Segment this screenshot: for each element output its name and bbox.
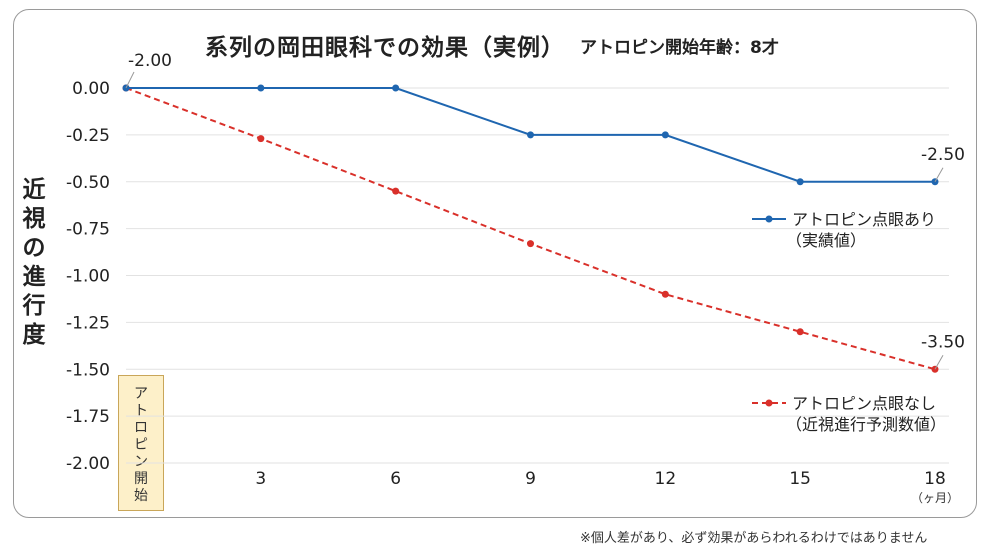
x-tick-label: 9	[525, 469, 536, 489]
chart-subtitle: アトロピン開始年齢：8才	[580, 38, 779, 58]
y-tick-label: -1.25	[66, 313, 110, 333]
y-tick-label: -0.25	[66, 126, 110, 146]
data-point	[392, 84, 400, 92]
y-tick-label: -0.50	[66, 173, 110, 193]
legend-label: （近視進行予測数値）	[786, 415, 946, 434]
y-tick-label: -1.75	[66, 407, 110, 427]
data-point	[257, 135, 265, 143]
data-point	[392, 187, 400, 195]
legend-label: アトロピン点眼あり	[792, 210, 936, 229]
y-tick-label: -2.00	[66, 454, 110, 474]
annotation-leader	[934, 167, 944, 182]
x-tick-label: 6	[390, 469, 401, 489]
legend-marker	[765, 399, 773, 407]
data-point	[527, 240, 534, 248]
data-point	[257, 84, 265, 92]
y-tick-label: -0.75	[66, 220, 110, 240]
x-tick-label: 12	[655, 469, 677, 489]
chart-frame	[13, 9, 977, 518]
y-tick-label: -1.00	[66, 267, 110, 287]
legend-marker	[765, 215, 773, 223]
x-unit-label: （ヶ月）	[911, 491, 959, 505]
x-tick-label: 15	[789, 469, 811, 489]
annotation-leader	[125, 71, 135, 89]
annotation-leader	[934, 355, 944, 370]
data-point	[796, 178, 804, 186]
chart-title: 系列の岡田眼科での効果（実例）	[205, 35, 565, 61]
data-point	[796, 328, 804, 336]
footnote: ※個人差があり、必ず効果があらわれるわけではありません	[580, 531, 928, 546]
data-label: -2.00	[128, 51, 172, 71]
data-point	[661, 131, 669, 139]
data-point	[527, 131, 534, 139]
x-tick-label: 3	[255, 469, 266, 489]
data-label: -2.50	[921, 145, 965, 165]
data-point	[661, 290, 669, 298]
y-axis-label: 近視の進行度	[22, 177, 46, 348]
legend-label: （実績値）	[786, 231, 866, 250]
y-tick-label: 0.00	[72, 79, 110, 99]
legend-label: アトロピン点眼なし	[792, 394, 936, 413]
x-tick-label: 18	[924, 469, 946, 489]
data-label: -3.50	[921, 332, 965, 352]
y-tick-label: -1.50	[66, 360, 110, 380]
atropine-start-marker: アトロピン開始	[118, 375, 164, 511]
atropine-start-label: アトロピン開始	[134, 386, 148, 504]
